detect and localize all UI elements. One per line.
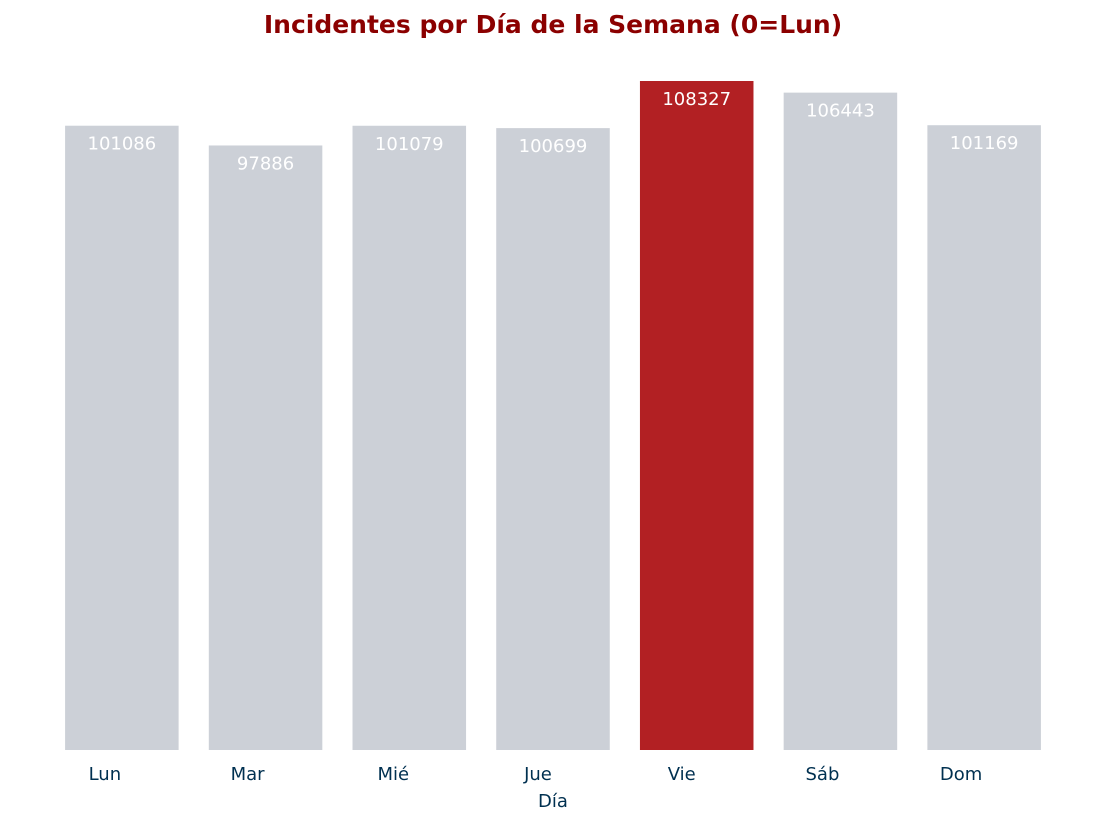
bar-Mié xyxy=(352,125,467,750)
chart-title: Incidentes por Día de la Semana (0=Lun) xyxy=(263,10,843,39)
data-label: 106443 xyxy=(806,101,875,122)
x-tick-label: Jue xyxy=(523,764,552,785)
bar-Sáb xyxy=(783,92,898,750)
bar-Jue xyxy=(496,128,610,751)
x-tick-labels-layer: Lun Mar Mié Jue Vie Sáb Dom xyxy=(89,764,983,785)
x-tick-label: Sáb xyxy=(805,764,839,785)
data-label: 101169 xyxy=(950,133,1019,154)
x-tick-label: Mié xyxy=(377,764,409,785)
x-axis-label: Día xyxy=(538,791,568,812)
x-tick-label: Dom xyxy=(940,764,982,785)
data-label: 108327 xyxy=(662,89,731,110)
x-tick-label: Lun xyxy=(89,764,122,785)
bar-Dom xyxy=(927,125,1041,750)
data-label: 100699 xyxy=(519,136,588,157)
data-label: 97886 xyxy=(237,153,294,174)
bar-Vie xyxy=(639,81,754,750)
data-labels-layer: 101086 97886 101079 100699 108327 106443 10116… xyxy=(88,89,1019,174)
x-tick-label: Vie xyxy=(668,764,696,785)
bars-layer xyxy=(65,81,1041,751)
data-label: 101086 xyxy=(88,134,157,155)
x-tick-label: Mar xyxy=(231,764,266,785)
bar-Mar xyxy=(208,145,323,751)
data-label: 101079 xyxy=(375,134,444,155)
bar-Lun xyxy=(65,125,179,751)
